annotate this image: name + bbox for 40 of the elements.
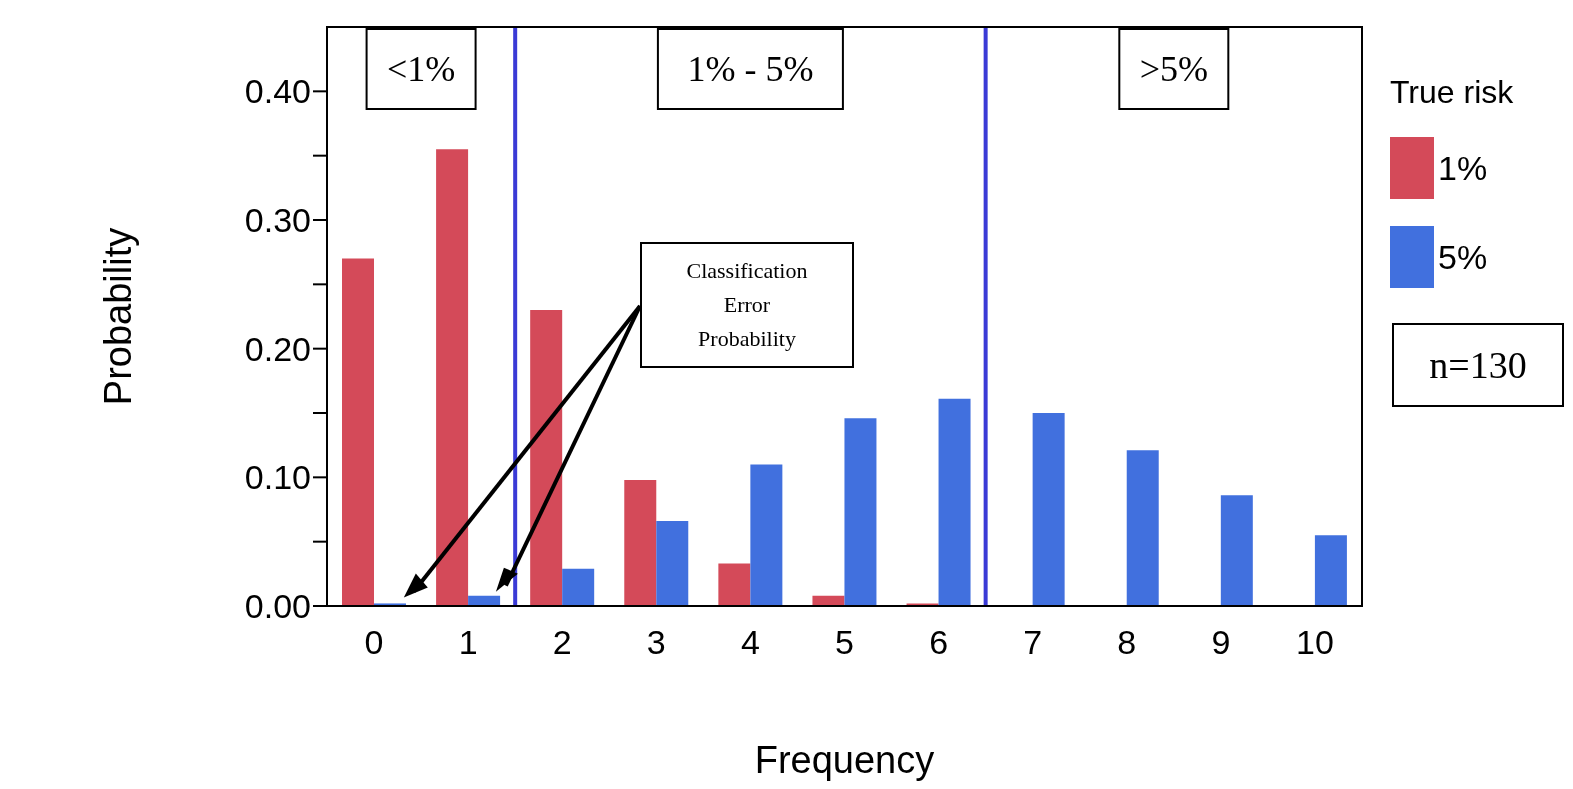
x-tick-label: 7 bbox=[1023, 623, 1043, 662]
bar bbox=[750, 464, 783, 606]
bar bbox=[342, 258, 374, 606]
legend-title: True risk bbox=[1390, 74, 1514, 111]
bar bbox=[436, 149, 469, 606]
y-axis-title: Probability bbox=[97, 227, 140, 406]
legend-label: 5% bbox=[1438, 237, 1488, 277]
annotation: Classification Error Probability bbox=[640, 242, 854, 368]
y-tick-label: 0.00 bbox=[244, 587, 311, 626]
annotation: >5% bbox=[1139, 49, 1208, 89]
x-tick-label: 4 bbox=[740, 623, 760, 662]
x-tick-label: 2 bbox=[552, 623, 572, 662]
bar bbox=[1032, 413, 1065, 606]
bar bbox=[656, 521, 689, 606]
x-tick-label: 10 bbox=[1296, 623, 1334, 662]
bar bbox=[938, 398, 971, 606]
bar bbox=[718, 563, 751, 606]
x-tick-label: 8 bbox=[1117, 623, 1137, 662]
bar bbox=[530, 310, 563, 606]
annotation: 1% - 5% bbox=[687, 49, 814, 89]
y-tick-label: 0.20 bbox=[244, 329, 311, 368]
bar bbox=[1314, 535, 1347, 606]
x-tick-label: 6 bbox=[929, 623, 949, 662]
legend-label: 1% bbox=[1438, 148, 1488, 188]
text: n=130 bbox=[1392, 323, 1564, 407]
y-tick-label: 0.40 bbox=[244, 72, 311, 111]
bar bbox=[844, 418, 877, 606]
bar bbox=[624, 479, 657, 606]
x-tick-label: 3 bbox=[646, 623, 666, 662]
x-axis-title: Frequency bbox=[754, 739, 935, 781]
y-tick-label: 0.30 bbox=[244, 201, 311, 240]
bar bbox=[1220, 495, 1253, 606]
x-tick-label: 1 bbox=[458, 623, 478, 662]
x-tick-label: 9 bbox=[1211, 623, 1231, 662]
bar bbox=[562, 568, 595, 606]
bar bbox=[1126, 450, 1159, 606]
x-tick-label: 5 bbox=[835, 623, 854, 662]
annotation: <1% bbox=[386, 49, 456, 89]
y-tick-label: 0.10 bbox=[244, 458, 311, 497]
x-tick-label: 0 bbox=[364, 623, 384, 662]
